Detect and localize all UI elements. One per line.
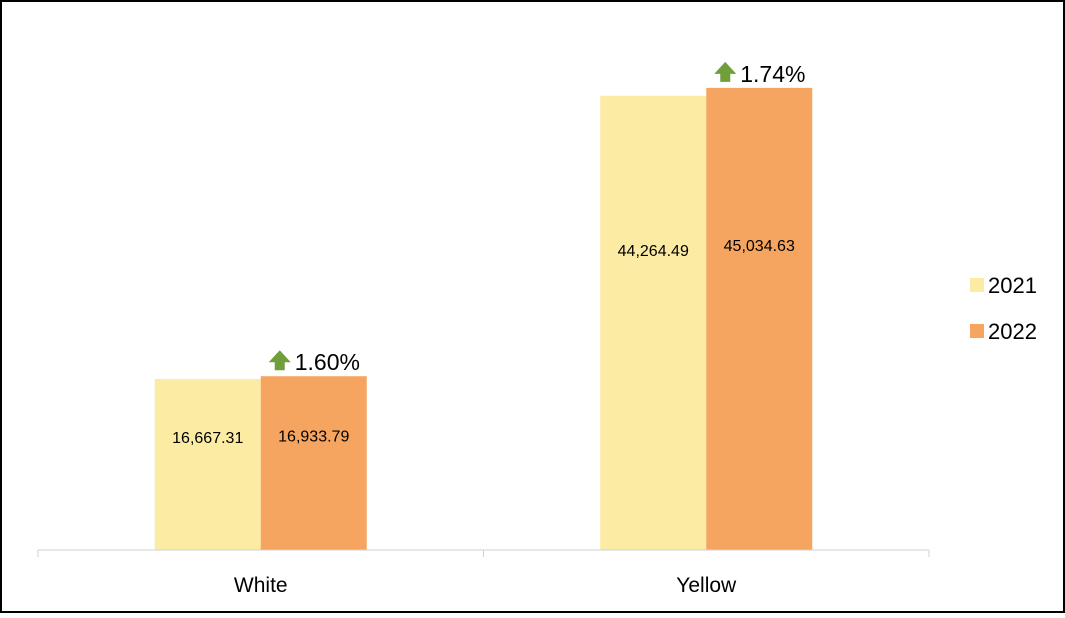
- data-label: 45,034.63: [724, 238, 795, 255]
- x-tick-label: Yellow: [676, 574, 737, 597]
- x-axis: White Yellow: [37, 549, 930, 597]
- x-tick-label: White: [234, 574, 288, 597]
- legend-swatch-2022: [970, 324, 984, 338]
- arrow-up-icon: [714, 61, 737, 82]
- bar-white-2022: [260, 376, 367, 550]
- bar-yellow-2022: [706, 87, 813, 550]
- legend-label: 2022: [988, 319, 1037, 344]
- data-label: 16,667.31: [172, 430, 243, 447]
- bar-white-2021: [154, 378, 261, 550]
- data-label: 16,933.79: [278, 428, 349, 445]
- growth-label: 1.74%: [740, 61, 805, 87]
- growth-label: 1.60%: [295, 349, 360, 375]
- bars-layer: [154, 87, 813, 550]
- legend-label: 2021: [988, 273, 1037, 298]
- legend: 2021 2022: [970, 273, 1037, 344]
- arrow-up-icon: [268, 350, 291, 371]
- labels-layer: 16,667.31 16,933.79 1.60% 44,264.49 45,034.6…: [172, 61, 805, 447]
- data-label: 44,264.49: [618, 243, 689, 260]
- legend-swatch-2021: [970, 278, 984, 292]
- bar-yellow-2021: [600, 95, 707, 550]
